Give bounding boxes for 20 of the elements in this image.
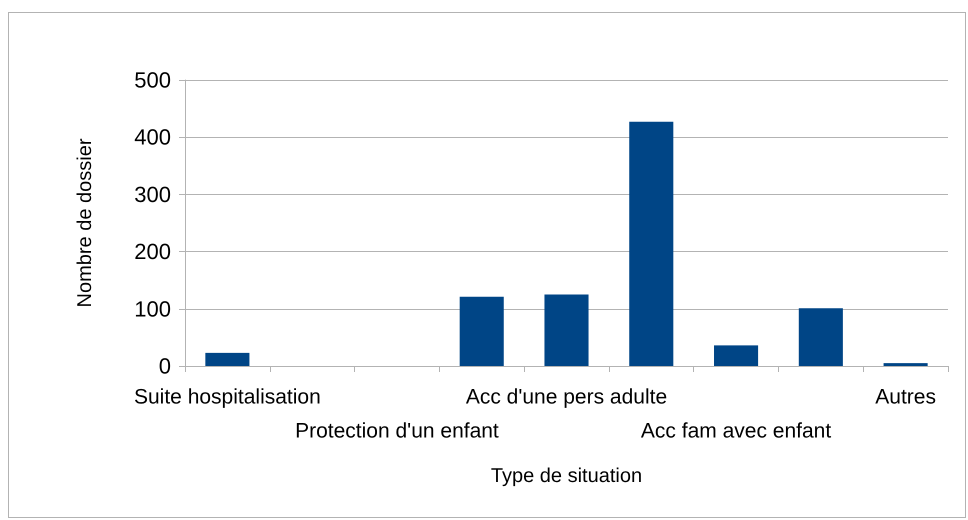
bar: [205, 352, 250, 366]
y-tick-label: 500: [134, 68, 171, 92]
x-tick-label: Suite hospitalisation: [134, 386, 321, 408]
x-tick-label: Autres: [875, 386, 936, 408]
x-tick-label: Acc d'une pers adulte: [466, 386, 668, 408]
bar: [629, 122, 674, 366]
bar: [798, 308, 843, 366]
y-tick-label: 300: [134, 182, 171, 207]
x-axis-title: Type de situation: [490, 465, 642, 487]
y-tick-label: 400: [134, 124, 171, 150]
y-tick-label: 0: [158, 354, 171, 378]
x-tick-label: Protection d'un enfant: [295, 420, 499, 442]
bar: [460, 296, 504, 366]
bar: [884, 363, 928, 366]
x-tick-label: Acc fam avec enfant: [640, 420, 832, 442]
y-axis-title: Nombre de dossier: [74, 138, 96, 308]
bar: [544, 294, 589, 366]
bar: [714, 345, 758, 366]
y-tick-label: 100: [134, 296, 171, 322]
y-tick-label: 200: [134, 239, 171, 264]
